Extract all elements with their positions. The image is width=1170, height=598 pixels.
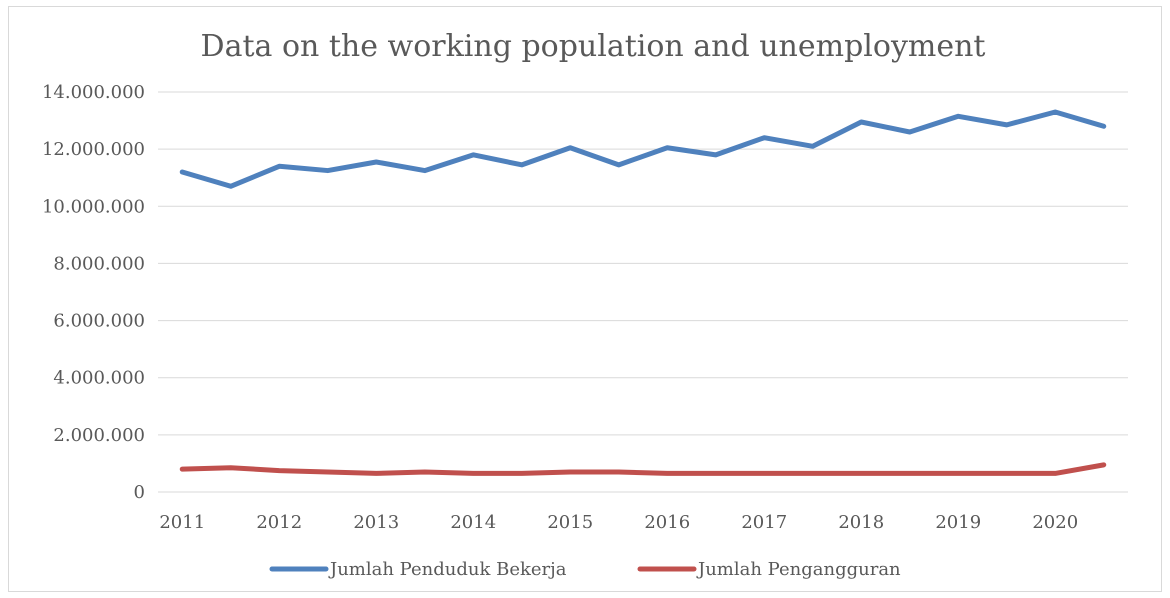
y-tick-label: 8.000.000 (53, 253, 145, 274)
y-tick-label: 2.000.000 (53, 425, 145, 446)
series-line-working-population (179, 109, 1107, 189)
y-tick-label: 14.000.000 (42, 82, 145, 103)
chart-container (8, 6, 1162, 592)
x-tick-label: 2012 (256, 512, 302, 533)
y-tick-label: 10.000.000 (42, 196, 145, 217)
legend-label: Jumlah Penduduk Bekerja (328, 559, 567, 580)
x-tick-label: 2017 (741, 512, 787, 533)
gridlines (158, 91, 1128, 493)
x-tick-label: 2020 (1032, 512, 1078, 533)
legend: Jumlah Penduduk Bekerja Jumlah Penganggur… (269, 559, 901, 580)
x-tick-label: 2016 (644, 512, 690, 533)
series-line-unemployment (179, 462, 1107, 476)
y-axis-ticks: 0 2.000.000 4.000.000 6.000.000 8.000.000 10.… (42, 82, 145, 503)
x-tick-label: 2013 (353, 512, 399, 533)
x-tick-label: 2014 (450, 512, 496, 533)
legend-label: Jumlah Pengangguran (696, 559, 901, 580)
legend-item: Jumlah Pengangguran (637, 559, 901, 580)
x-tick-label: 2011 (159, 512, 205, 533)
x-tick-label: 2015 (547, 512, 593, 533)
x-axis-ticks: 2011 2012 2013 2014 2015 2016 2017 2018 2019 2020 (159, 512, 1078, 533)
y-tick-label: 0 (134, 482, 145, 503)
x-tick-label: 2018 (838, 512, 884, 533)
x-tick-label: 2019 (935, 512, 981, 533)
y-tick-label: 6.000.000 (53, 311, 145, 332)
y-tick-label: 4.000.000 (53, 368, 145, 389)
legend-item: Jumlah Penduduk Bekerja (269, 559, 567, 580)
chart-title: Data on the working population and unemp… (201, 29, 986, 64)
series-lines (179, 109, 1107, 476)
y-tick-label: 12.000.000 (42, 139, 145, 160)
